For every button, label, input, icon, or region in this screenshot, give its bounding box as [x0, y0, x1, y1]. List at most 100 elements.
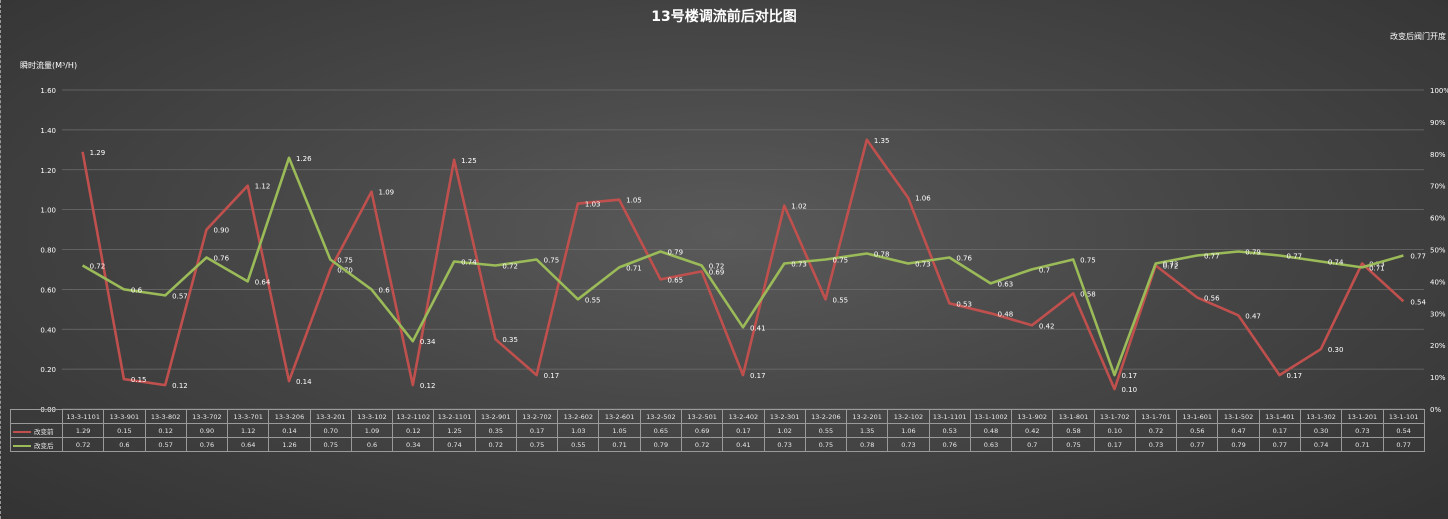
y2-tick-label: 30% [1430, 310, 1446, 318]
table-cell: 0.42 [1011, 423, 1054, 438]
category-label: 13-1-601 [1176, 409, 1219, 424]
category-label: 13-1-1101 [928, 409, 971, 424]
data-label: 0.77 [1287, 252, 1303, 260]
category-label: 13-2-402 [722, 409, 765, 424]
data-label: 0.64 [255, 278, 271, 286]
table-cell: 0.6 [350, 437, 394, 452]
table-cell: 0.77 [1176, 437, 1219, 452]
category-label: 13-2-602 [557, 409, 600, 424]
table-cell: 0.71 [1341, 437, 1384, 452]
category-label: 13-2-1101 [433, 409, 476, 424]
table-cell: 0.55 [557, 437, 600, 452]
table-row: 改变前 1.29 0.15 0.12 0.90 1.12 0.14 0.70 1.09 0.12 1… [10, 423, 1425, 438]
data-label: 0.77 [1410, 252, 1426, 260]
table-cell: 0.17 [515, 423, 559, 438]
table-cell: 0.72 [680, 437, 724, 452]
y-tick-label: 1.20 [40, 167, 56, 175]
category-label: 13-3-102 [350, 409, 394, 424]
table-cell: 0.73 [763, 437, 806, 452]
data-label: 1.26 [296, 155, 312, 163]
table-cell: 0.15 [103, 423, 146, 438]
data-label: 0.76 [956, 254, 972, 262]
table-corner [10, 409, 63, 424]
data-label: 0.71 [1369, 264, 1385, 272]
y-tick-label: 0.60 [40, 286, 56, 294]
category-label: 13-1-302 [1299, 409, 1343, 424]
secondary-axis-title: 改变后阀门开度 [1390, 32, 1446, 41]
data-label: 0.7 [1039, 266, 1050, 274]
data-label: 1.05 [626, 197, 642, 205]
data-table: 13-3-1101 13-3-901 13-3-802 13-3-702 13-3-70… [10, 409, 1425, 452]
data-label: 1.35 [874, 137, 890, 145]
category-label: 13-1-801 [1052, 409, 1095, 424]
data-label: 0.63 [998, 280, 1014, 288]
data-label: 0.74 [1328, 258, 1344, 266]
data-label: 0.6 [131, 286, 143, 294]
data-label: 0.55 [585, 296, 601, 304]
category-label: 13-1-201 [1341, 409, 1384, 424]
table-cell: 1.25 [433, 423, 476, 438]
table-cell: 1.09 [350, 423, 394, 438]
table-cell: 0.78 [846, 437, 889, 452]
data-label: 0.54 [1410, 298, 1426, 306]
category-label: 13-3-701 [227, 409, 270, 424]
category-label: 13-2-501 [680, 409, 724, 424]
data-label: 0.35 [502, 336, 518, 344]
data-label: 1.29 [90, 149, 106, 157]
table-cell: 0.72 [61, 437, 105, 452]
data-label: 0.12 [172, 382, 188, 390]
table-cell: 0.73 [1341, 423, 1384, 438]
table-cell: 0.76 [185, 437, 229, 452]
y2-tick-label: 70% [1430, 183, 1446, 191]
y-tick-label: 0.20 [40, 366, 56, 374]
table-cell: 0.90 [185, 423, 229, 438]
table-cell: 0.6 [103, 437, 146, 452]
category-label: 13-1-701 [1134, 409, 1178, 424]
category-label: 13-3-201 [309, 409, 352, 424]
data-label: 0.73 [915, 260, 931, 268]
table-cell: 1.35 [846, 423, 889, 438]
y-tick-label: 1.40 [40, 127, 56, 135]
table-cell: 0.12 [392, 423, 435, 438]
y-tick-label: 1.00 [40, 207, 56, 215]
data-label: 0.12 [420, 382, 436, 390]
category-label: 13-2-702 [515, 409, 559, 424]
legend-swatch [13, 444, 31, 447]
y2-tick-label: 90% [1430, 119, 1446, 127]
table-cell: 0.12 [144, 423, 187, 438]
table-cell: 1.05 [598, 423, 641, 438]
table-cell: 0.77 [1382, 437, 1425, 452]
data-label: 0.72 [90, 262, 106, 270]
y2-tick-label: 80% [1430, 151, 1446, 159]
table-cell: 0.34 [392, 437, 435, 452]
table-cell: 0.75 [515, 437, 559, 452]
table-cell: 0.72 [474, 437, 517, 452]
table-cell: 0.74 [1299, 437, 1343, 452]
category-label: 13-3-802 [144, 409, 187, 424]
data-label: 0.72 [1163, 262, 1179, 270]
data-label: 0.34 [420, 338, 436, 346]
table-cell: 0.30 [1299, 423, 1343, 438]
category-label: 13-1-1002 [969, 409, 1013, 424]
category-label: 13-2-206 [804, 409, 848, 424]
table-cell: 0.75 [309, 437, 352, 452]
y-tick-label: 0.40 [40, 326, 56, 334]
table-cell: 1.29 [61, 423, 105, 438]
data-label: 1.09 [379, 189, 395, 197]
table-header-row: 13-3-1101 13-3-901 13-3-802 13-3-702 13-3-70… [10, 409, 1425, 424]
data-label: 0.76 [213, 254, 229, 262]
data-label: 0.56 [1204, 294, 1220, 302]
data-label: 0.79 [667, 248, 683, 256]
data-label: 0.65 [667, 276, 683, 284]
category-label: 13-1-502 [1217, 409, 1260, 424]
y2-tick-label: 60% [1430, 215, 1446, 223]
series-legend-key: 改变前 [10, 423, 63, 438]
table-cell: 0.70 [309, 423, 352, 438]
y2-tick-label: 100% [1430, 87, 1448, 95]
data-label: 0.42 [1039, 322, 1055, 330]
table-cell: 0.17 [1093, 437, 1136, 452]
data-label: 0.72 [502, 262, 518, 270]
table-cell: 0.75 [1052, 437, 1095, 452]
table-cell: 0.65 [639, 423, 682, 438]
